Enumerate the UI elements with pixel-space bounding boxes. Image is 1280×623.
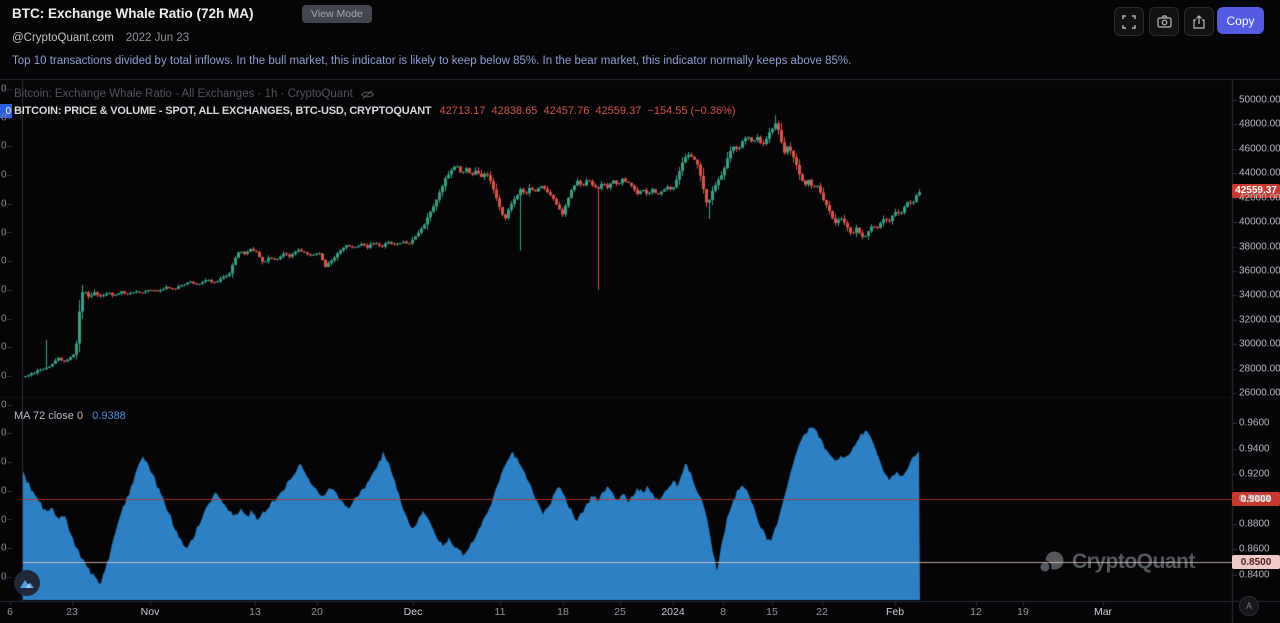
left-clipped-tick-label: 0: [1, 571, 7, 583]
left-clipped-tick-label: 0: [1, 542, 7, 554]
legend-price-series: BITCOIN: PRICE & VOLUME - SPOT, ALL EXCH…: [14, 105, 736, 117]
left-clipped-tick-label: 0: [1, 485, 7, 497]
left-clipped-tick-label: 0: [1, 169, 7, 181]
price-tick-label: 38000.00: [1239, 241, 1280, 252]
time-tick-label: 13: [249, 606, 261, 618]
price-tick-label: 34000.00: [1239, 289, 1280, 301]
time-tick-label: 12: [970, 606, 982, 618]
ratio-tick-label: 0.8800: [1239, 518, 1270, 530]
left-clipped-tick-label: 0: [1, 227, 7, 238]
left-clipped-tick-label: 0: [1, 456, 7, 468]
hidden-series-left-badge: 0: [0, 104, 12, 118]
time-tick-label: Nov: [140, 606, 160, 618]
time-tick-label: 19: [1017, 606, 1029, 618]
price-tick-label: 42000.00: [1239, 192, 1280, 204]
legend-hidden-series-label: Bitcoin: Exchange Whale Ratio - All Exch…: [14, 88, 353, 100]
price-tick-label: 46000.00: [1239, 143, 1280, 155]
time-tick-label: 20: [311, 606, 323, 618]
left-clipped-tick-label: 0: [1, 370, 7, 382]
price-tick-label: 30000.00: [1239, 338, 1280, 350]
left-clipped-tick-label: 0: [1, 427, 7, 439]
ratio-tick-label: 0.9200: [1239, 468, 1270, 480]
time-tick-label: 11: [494, 606, 506, 618]
time-tick-label: 8: [720, 606, 726, 618]
legend-ma-series: MA 72 close 0 0.9388: [14, 410, 126, 422]
ma-label: MA 72 close 0: [14, 410, 84, 422]
time-tick-label: Feb: [885, 606, 905, 618]
time-tick-label: 23: [66, 606, 78, 618]
ratio-tick-label: 0.8600: [1239, 543, 1270, 555]
time-tick-label: 15: [766, 606, 778, 618]
ratio-tick-label: 0.9600: [1239, 417, 1270, 429]
price-tick-label: 36000.00: [1239, 265, 1280, 277]
price-tick-label: 44000.00: [1239, 167, 1280, 179]
time-tick-label: 2024: [661, 606, 685, 618]
left-clipped-tick-label: 0: [1, 255, 7, 267]
price-tick-label: 28000.00: [1239, 363, 1280, 375]
legend-ohlc-values: 42713.17 42838.65 42457.76 42559.37 −154…: [439, 105, 736, 117]
lower-threshold-badge: 0.8500: [1232, 555, 1280, 569]
left-clipped-tick-label: 0: [1, 198, 7, 210]
left-clipped-tick-label: 0: [1, 83, 7, 95]
price-tick-label: 48000.00: [1239, 118, 1280, 130]
ratio-tick-label: 0.8400: [1239, 569, 1270, 581]
cryptoquant-whale-button[interactable]: [14, 570, 40, 596]
time-tick-label: 18: [557, 606, 569, 618]
ma-value: 0.9388: [92, 410, 126, 422]
left-clipped-tick-label: 0: [1, 313, 7, 325]
legend-hidden-series: Bitcoin: Exchange Whale Ratio - All Exch…: [14, 88, 375, 100]
auto-scale-button[interactable]: A: [1239, 596, 1259, 616]
left-clipped-tick-label: 0: [1, 514, 7, 525]
legend-price-series-label: BITCOIN: PRICE & VOLUME - SPOT, ALL EXCH…: [14, 105, 432, 117]
ratio-tick-label: 0.9400: [1239, 443, 1270, 455]
left-clipped-tick-label: 0: [1, 341, 7, 353]
price-tick-label: 32000.00: [1239, 314, 1280, 326]
time-tick-label: 25: [614, 606, 626, 618]
time-tick-label: Dec: [403, 606, 423, 618]
last-price-badge: 42559.37: [1232, 183, 1280, 198]
price-tick-label: 40000.00: [1239, 216, 1280, 228]
ratio-tick-label: 0.9000: [1239, 493, 1270, 505]
price-tick-label: 26000.00: [1239, 387, 1280, 399]
left-clipped-tick-label: 0: [1, 399, 7, 411]
left-clipped-tick-label: 0: [1, 112, 7, 124]
left-clipped-tick-label: 0: [1, 140, 7, 152]
whale-logo-icon: [20, 580, 34, 588]
left-clipped-tick-label: 0: [1, 284, 7, 296]
time-tick-label: Mar: [1093, 606, 1113, 618]
eye-hidden-icon[interactable]: [360, 89, 375, 100]
price-tick-label: 50000.00: [1239, 94, 1280, 106]
time-tick-label: 6: [7, 606, 13, 618]
upper-threshold-badge: 0.9000: [1232, 492, 1280, 506]
time-tick-label: 22: [816, 606, 828, 618]
